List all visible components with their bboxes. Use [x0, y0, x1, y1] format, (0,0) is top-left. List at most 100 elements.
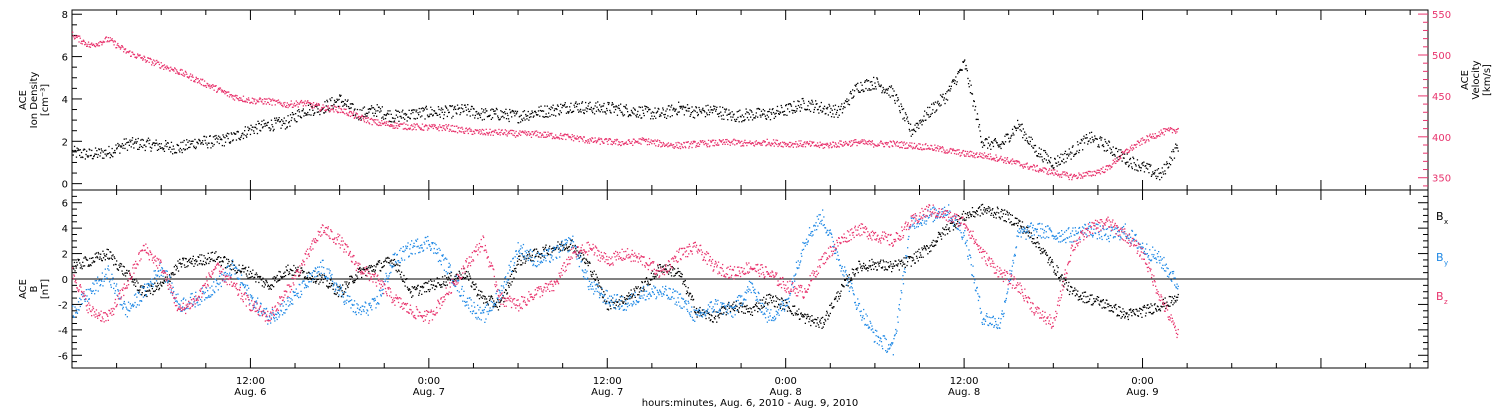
bx-point: [795, 312, 796, 313]
velocity-point: [647, 144, 648, 145]
ion-density-point: [670, 106, 671, 107]
velocity-point: [324, 107, 325, 108]
ion-density-point: [736, 119, 737, 120]
velocity-point: [695, 147, 696, 148]
bx-point: [397, 271, 398, 272]
velocity-point: [900, 142, 901, 143]
velocity-point: [804, 141, 805, 142]
ion-density-point: [928, 114, 929, 115]
ion-density-point: [775, 116, 776, 117]
bx-point: [190, 258, 191, 259]
ion-density-point: [972, 105, 973, 106]
bx-point: [436, 286, 437, 287]
velocity-point: [1162, 132, 1163, 133]
velocity-point: [1076, 175, 1077, 176]
ion-density-point: [653, 112, 654, 113]
bx-point: [743, 312, 744, 313]
velocity-point: [508, 132, 509, 133]
velocity-point: [783, 146, 784, 147]
velocity-point: [451, 125, 452, 126]
velocity-point: [1005, 160, 1006, 161]
velocity-point: [997, 161, 998, 162]
ion-density-point: [317, 112, 318, 113]
bx-point: [680, 276, 681, 277]
bx-point: [189, 259, 190, 260]
bx-point: [697, 316, 698, 317]
ion-density-point: [406, 114, 407, 115]
ion-density-point: [308, 114, 309, 115]
ion-density-point: [319, 114, 320, 115]
bx-point: [415, 289, 416, 290]
velocity-point: [1159, 136, 1160, 137]
velocity-point: [391, 124, 392, 125]
velocity-point: [902, 147, 903, 148]
ion-density-point: [908, 123, 909, 124]
ion-density-point: [560, 104, 561, 105]
velocity-point: [439, 124, 440, 125]
ion-density-point: [117, 143, 118, 144]
bx-point: [250, 271, 251, 272]
bx-point: [567, 248, 568, 249]
ion-density-point: [388, 114, 389, 115]
bx-point: [272, 285, 273, 286]
bx-point: [205, 257, 206, 258]
bx-point: [766, 299, 767, 300]
bx-point: [339, 286, 340, 287]
velocity-point: [147, 60, 148, 61]
velocity-point: [505, 129, 506, 130]
ion-density-point: [909, 129, 910, 130]
ion-density-point: [255, 127, 256, 128]
ion-density-point: [767, 111, 768, 112]
velocity-point: [835, 142, 836, 143]
velocity-point: [678, 148, 679, 149]
bx-point: [718, 314, 719, 315]
velocity-point: [805, 146, 806, 147]
ion-density-point: [1087, 143, 1088, 144]
ion-density-point: [1056, 163, 1057, 164]
ion-density-point: [294, 118, 295, 119]
ion-density-point: [621, 112, 622, 113]
ion-density-point: [1087, 137, 1088, 138]
velocity-point: [770, 145, 771, 146]
bx-point: [331, 285, 332, 286]
ion-density-point: [1020, 124, 1021, 125]
ion-density-point: [742, 115, 743, 116]
velocity-point: [611, 141, 612, 142]
ion-density-point: [575, 101, 576, 102]
velocity-point: [981, 156, 982, 157]
bx-point: [157, 286, 158, 287]
velocity-point: [161, 62, 162, 63]
velocity-point: [955, 150, 956, 151]
ion-density-point: [384, 114, 385, 115]
ion-density-point: [85, 158, 86, 159]
bx-point: [96, 256, 97, 257]
velocity-point: [709, 145, 710, 146]
ion-density-point: [440, 109, 441, 110]
velocity-point: [1099, 172, 1100, 173]
bx-point: [480, 291, 481, 292]
bx-point: [308, 279, 309, 280]
bx-point: [485, 302, 486, 303]
ion-density-point: [890, 87, 891, 88]
velocity-point: [688, 147, 689, 148]
ion-density-point: [1027, 142, 1028, 143]
bx-point: [670, 268, 671, 269]
ion-density-point: [96, 150, 97, 151]
ion-density-point: [1048, 160, 1049, 161]
ion-density-point: [718, 113, 719, 114]
velocity-point: [115, 41, 116, 42]
ion-density-point: [551, 114, 552, 115]
ion-density-point: [771, 114, 772, 115]
bx-point: [220, 257, 221, 258]
velocity-point: [651, 143, 652, 144]
bx-point: [644, 289, 645, 290]
velocity-point: [1006, 159, 1007, 160]
ion-density-point: [477, 118, 478, 119]
velocity-point: [1067, 175, 1068, 176]
velocity-point: [974, 155, 975, 156]
velocity-point: [732, 141, 733, 142]
ion-density-point: [584, 113, 585, 114]
ion-density-point: [310, 104, 311, 105]
bx-point: [157, 283, 158, 284]
